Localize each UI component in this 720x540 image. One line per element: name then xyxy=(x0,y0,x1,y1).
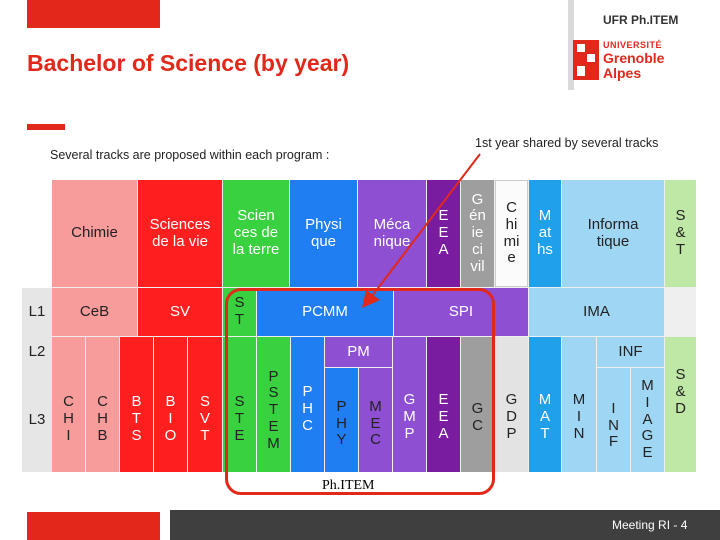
track-mat: M A T xyxy=(529,337,561,472)
program-chimie: Chimie xyxy=(52,180,137,287)
track-s-et-d: S & D xyxy=(665,337,696,472)
logo-name-text: Grenoble Alpes xyxy=(603,50,665,81)
track-phy: P H Y xyxy=(325,368,358,472)
track-inf-l3: I N F xyxy=(597,368,630,472)
program-physique: Physi que xyxy=(290,180,357,287)
program-sciences-terre: Scien ces de la terre xyxy=(223,180,289,287)
footer-accent-bar xyxy=(27,512,160,540)
program-mecanique: Méca nique xyxy=(358,180,426,287)
slide-title: Bachelor of Science (by year) xyxy=(27,50,350,76)
header-accent-bar xyxy=(27,0,160,28)
university-logo xyxy=(568,0,720,90)
track-min: M I N xyxy=(562,337,596,472)
shared-year-note: 1st year shared by several tracks xyxy=(475,136,659,150)
track-svt: S V T xyxy=(188,337,222,472)
track-ceb: CeB xyxy=(52,288,137,336)
program-s-et-t: S & T xyxy=(665,180,696,287)
track-pm: PM xyxy=(325,337,392,367)
track-inf: INF xyxy=(597,337,664,367)
row-label-l1: L1 xyxy=(28,302,46,320)
row-labels-column xyxy=(22,288,52,472)
track-spi: SPI xyxy=(394,288,528,336)
track-gc: G C xyxy=(461,337,494,472)
track-chi: C H I xyxy=(52,337,85,472)
program-sciences-vie: Sciences de la vie xyxy=(138,180,222,287)
logo-faculty-text: UFR Ph.ITEM xyxy=(603,13,679,27)
footer-page-label: Meeting RI - 4 xyxy=(612,518,688,532)
logo-university-text: UNIVERSITÉ xyxy=(603,40,663,50)
track-pstem: P S T E M xyxy=(257,337,290,472)
track-gmp: G M P xyxy=(393,337,426,472)
track-l1-empty xyxy=(665,288,696,336)
program-eea: E E A xyxy=(427,180,460,287)
track-bts: B T S xyxy=(120,337,153,472)
track-phc: P H C xyxy=(291,337,324,472)
footer-bar xyxy=(170,510,720,540)
phitem-highlight-box xyxy=(225,288,495,495)
program-genie-civil: G én ie ci vil xyxy=(461,180,494,287)
track-sv: SV xyxy=(138,288,222,336)
track-eea: E E A xyxy=(427,337,460,472)
logo-stripe xyxy=(568,0,574,90)
track-ima: IMA xyxy=(529,288,664,336)
row-label-l3: L3 xyxy=(28,410,46,428)
shared-year-arrow-icon xyxy=(362,153,481,308)
track-gdp: G D P xyxy=(495,337,528,472)
track-miage: M I A G E xyxy=(631,368,664,472)
phitem-label: Ph.ITEM xyxy=(322,478,375,493)
track-chb: C H B xyxy=(86,337,119,472)
program-informatique: Informa tique xyxy=(562,180,664,287)
row-label-l2: L2 xyxy=(28,342,46,360)
program-maths: M at hs xyxy=(529,180,561,287)
track-ste: S T E xyxy=(223,337,256,472)
program-chimie-2: C hi mi e xyxy=(495,180,528,287)
logo-mark-icon xyxy=(573,40,599,80)
title-underline xyxy=(27,124,65,130)
tracks-note: Several tracks are proposed within each … xyxy=(50,148,330,162)
track-bio: B I O xyxy=(154,337,187,472)
track-mec: M E C xyxy=(359,368,392,472)
